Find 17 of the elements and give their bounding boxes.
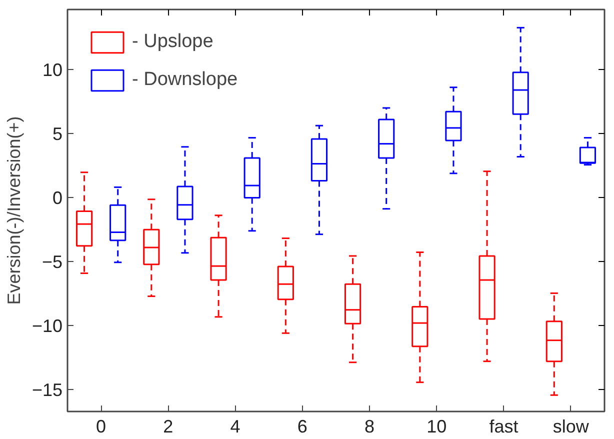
x-tick-label: fast xyxy=(489,416,518,436)
y-tick-label: −5 xyxy=(42,252,63,272)
y-tick-label: 5 xyxy=(52,124,63,144)
x-tick-label: 2 xyxy=(163,416,174,436)
legend-label: - Downslope xyxy=(132,69,238,91)
y-tick-label: 0 xyxy=(52,188,63,208)
y-axis-title: Eversion(-)/Inversion(+) xyxy=(4,116,24,305)
x-tick-label: 0 xyxy=(96,416,106,436)
x-tick-label: 10 xyxy=(426,416,447,436)
y-tick-label: 10 xyxy=(42,60,63,80)
x-tick-label: 4 xyxy=(230,416,240,436)
x-tick-label: 8 xyxy=(364,416,375,436)
x-tick-label: 6 xyxy=(297,416,308,436)
y-tick-label: −15 xyxy=(32,380,63,400)
legend-label: - Upslope xyxy=(132,31,214,53)
y-tick-label: −10 xyxy=(32,316,63,336)
x-tick-label: slow xyxy=(552,416,590,436)
